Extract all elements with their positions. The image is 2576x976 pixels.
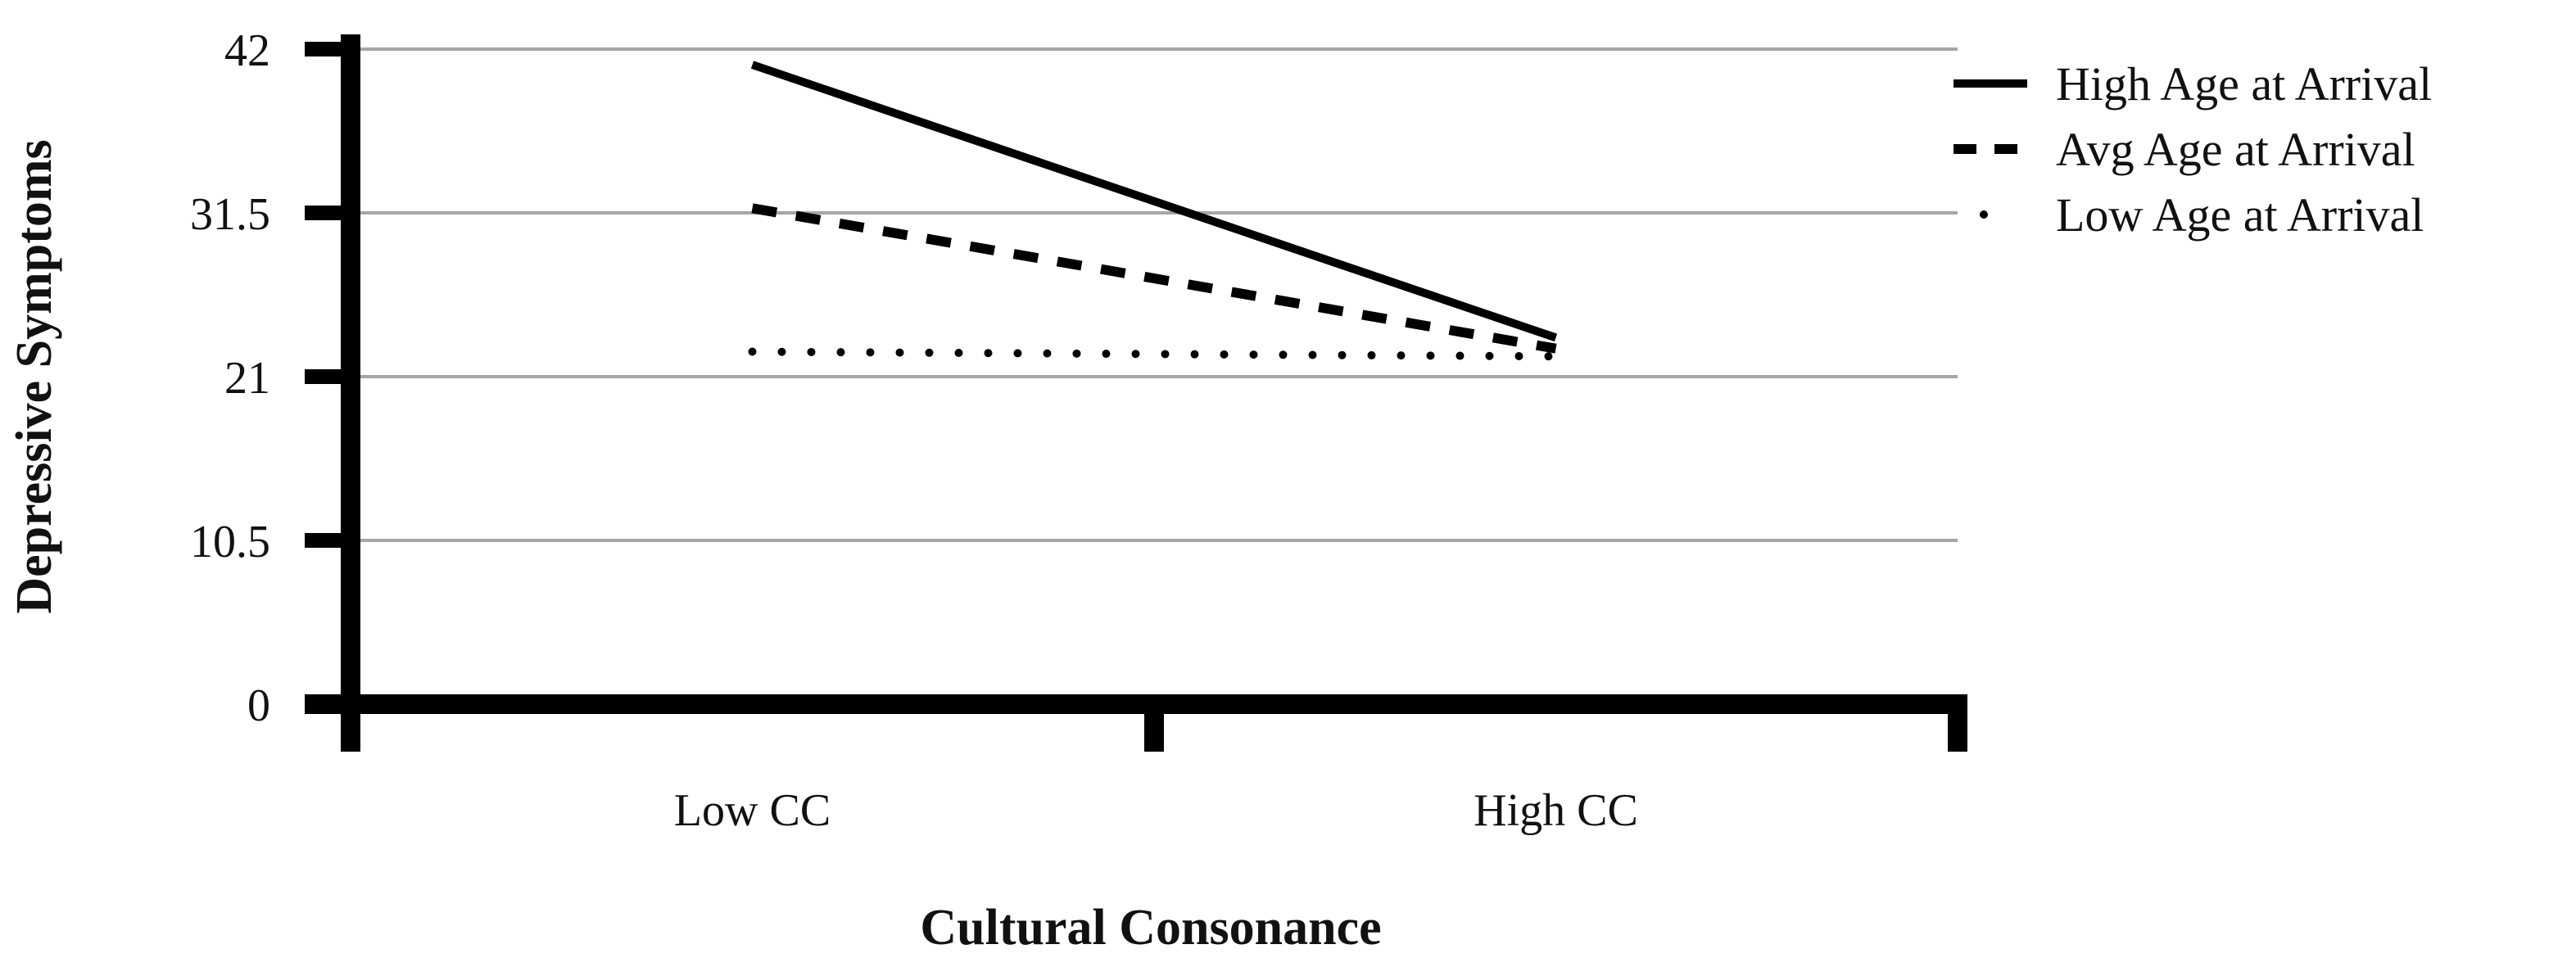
y-tick-label: 21: [224, 353, 270, 404]
axes: [305, 34, 1967, 752]
y-tick-label: 10.5: [190, 517, 270, 567]
y-tick-labels: 0 10.5 21 31.5 42: [190, 25, 270, 731]
y-tick-label: 0: [247, 680, 270, 731]
y-tick-label: 42: [224, 25, 270, 76]
series-line: [748, 347, 1560, 361]
x-axis-title: Cultural Consonance: [920, 900, 1381, 956]
gridlines: [351, 47, 1958, 542]
legend-label: Avg Age at Arrival: [2056, 123, 2415, 176]
x-tick-label: Low CC: [674, 785, 831, 836]
x-tick-labels: Low CC High CC: [674, 785, 1638, 836]
x-tick-label: High CC: [1474, 785, 1638, 836]
legend: High Age at Arrival Avg Age at Arrival Low…: [1954, 57, 2432, 242]
series-lines: [748, 61, 1560, 361]
y-axis-title: Depressive Symptoms: [7, 139, 62, 613]
y-tick-label: 31.5: [190, 189, 270, 240]
series-line: [750, 61, 1558, 342]
series-line: [751, 203, 1557, 354]
legend-label: Low Age at Arrival: [2056, 188, 2424, 242]
legend-label: High Age at Arrival: [2056, 57, 2432, 111]
